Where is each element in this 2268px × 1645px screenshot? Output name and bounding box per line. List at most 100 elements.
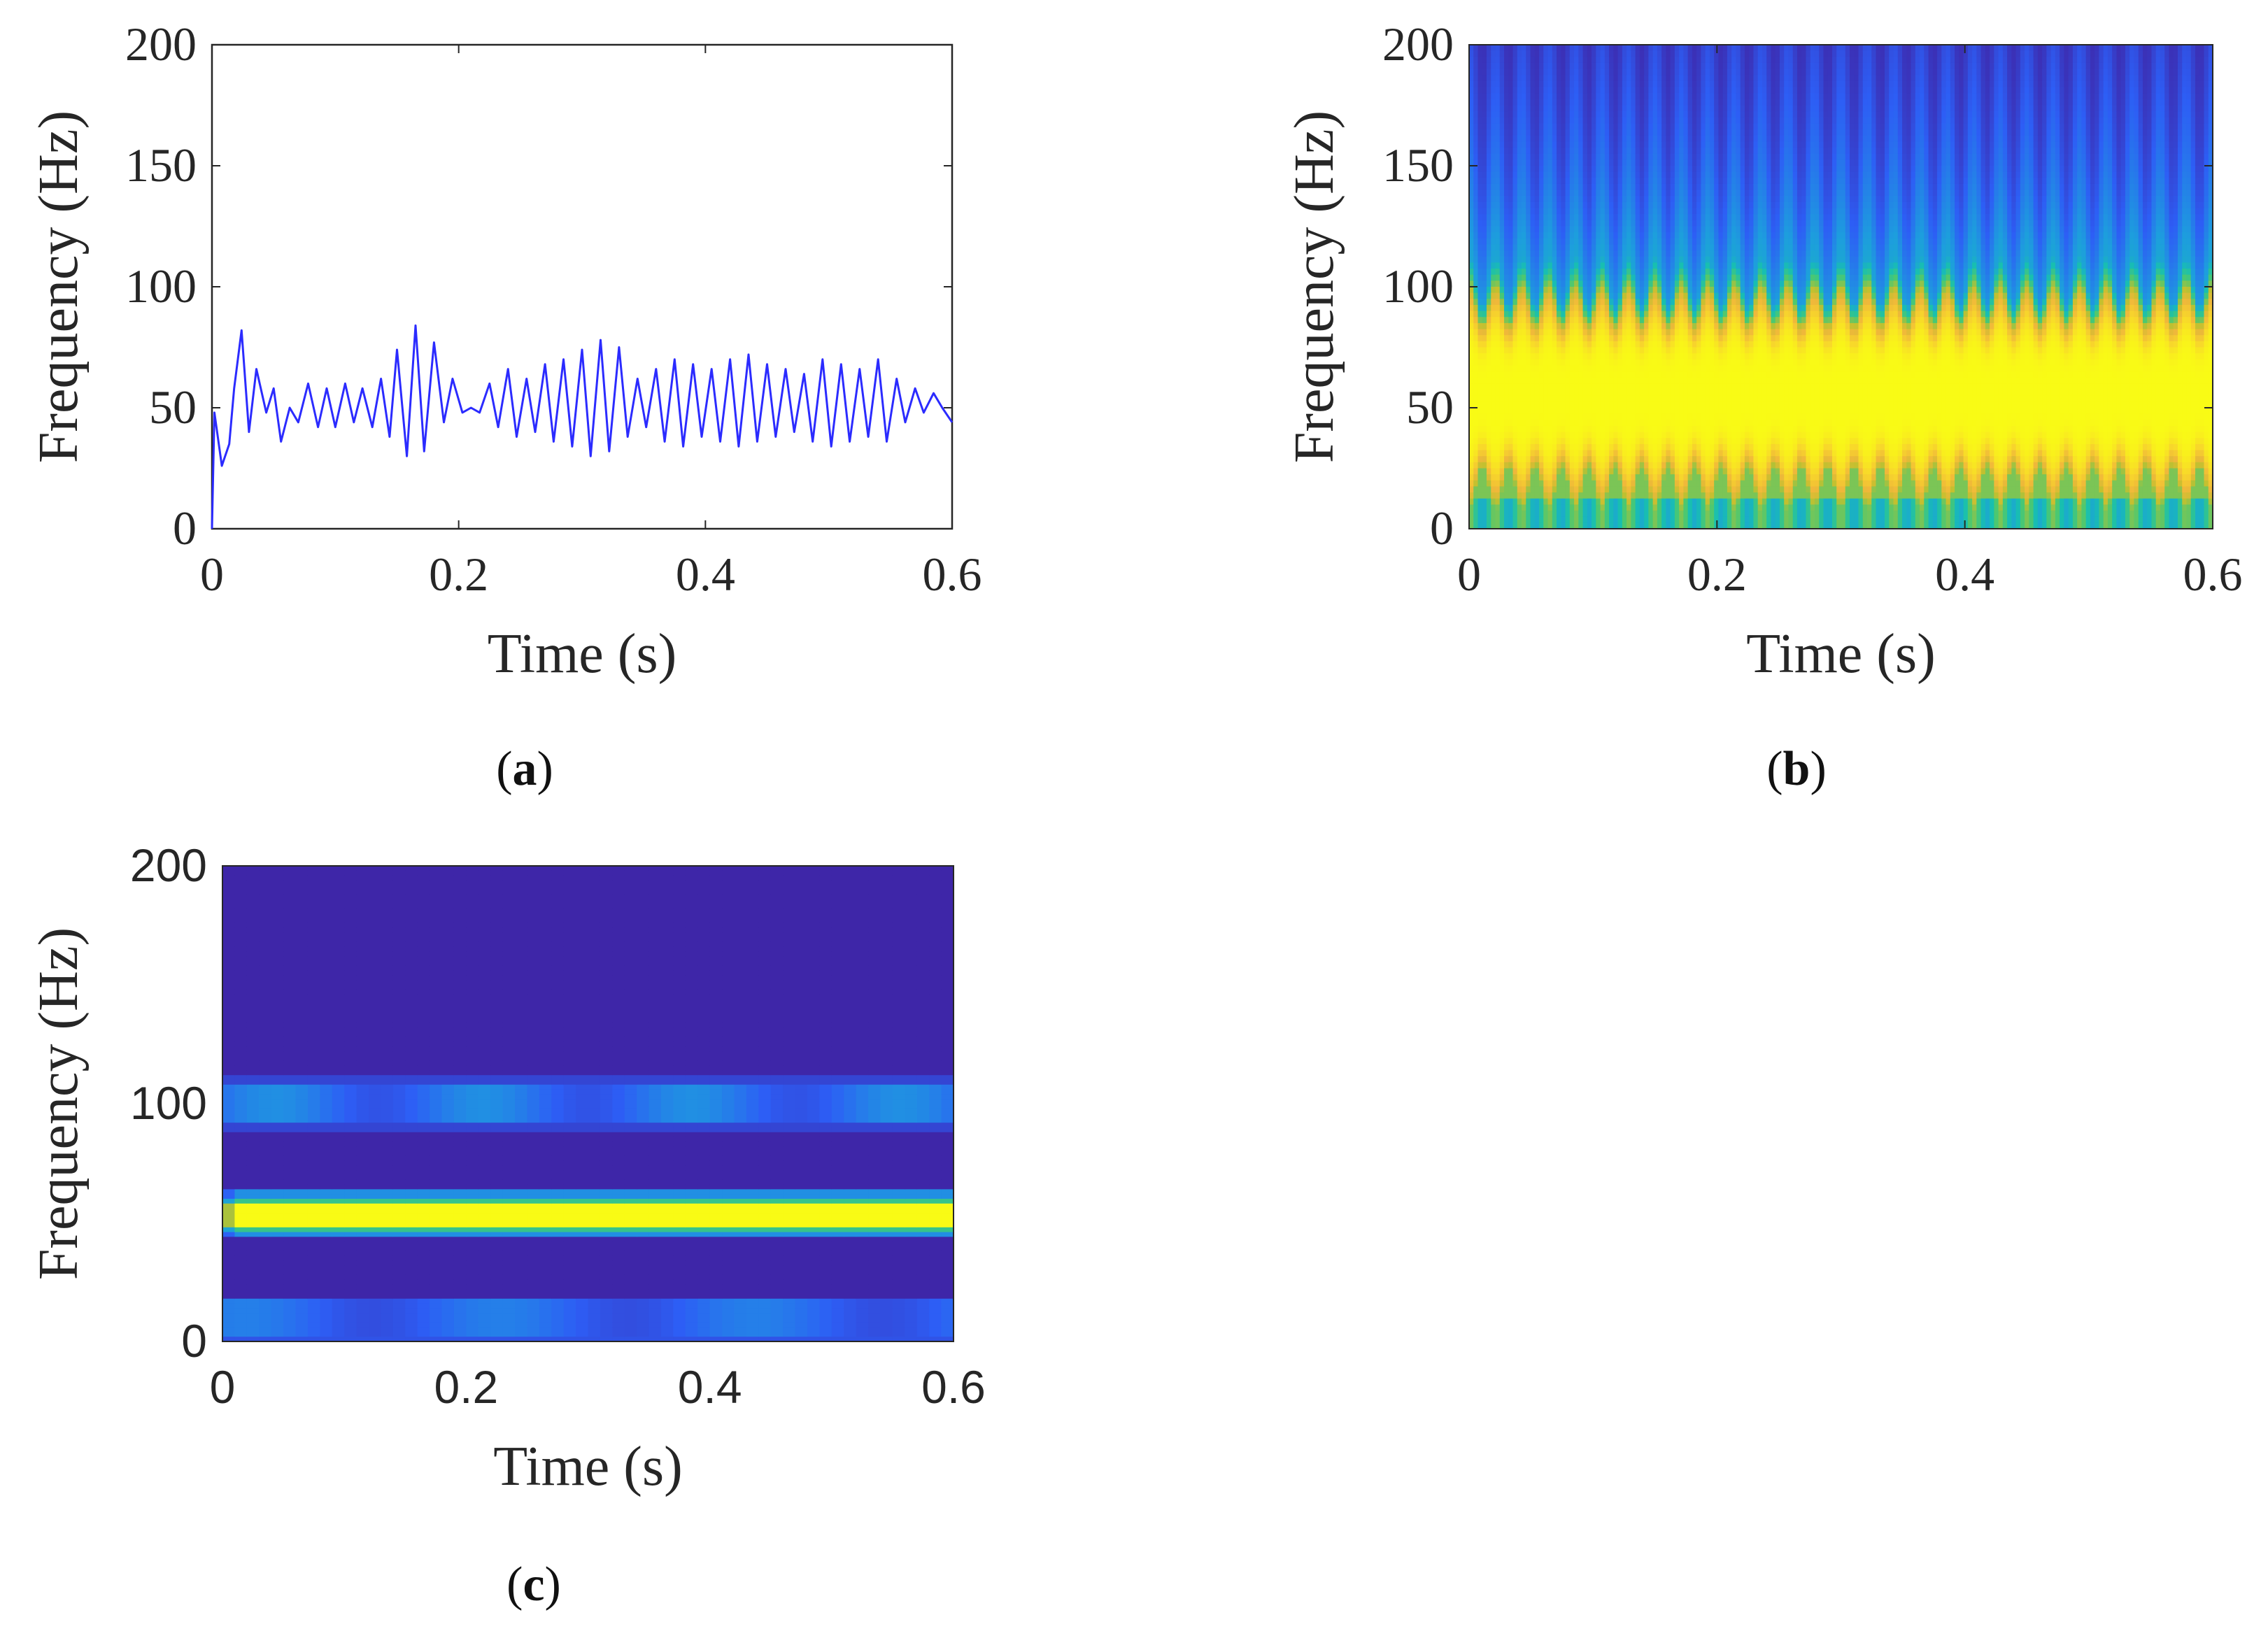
- heatmap-cell: [1552, 129, 1557, 136]
- heatmap-cell: [1547, 269, 1553, 276]
- heatmap-cell: [1469, 45, 1474, 52]
- heatmap-cell: [1512, 377, 1518, 384]
- heatmap-cell: [1714, 196, 1720, 203]
- heatmap-cell: [1561, 62, 1566, 70]
- heatmap-cell: [1722, 353, 1728, 360]
- heatmap-cell: [1705, 299, 1710, 306]
- heatmap-cell: [1644, 408, 1649, 415]
- heatmap-cell: [1552, 280, 1557, 287]
- heatmap-cell: [1565, 504, 1571, 511]
- heatmap-cell: [1574, 329, 1579, 336]
- heatmap-cell: [1714, 269, 1720, 276]
- heatmap-cell: [1522, 45, 1526, 52]
- heatmap-cell: [1512, 299, 1518, 306]
- heatmap-cell: [1491, 153, 1496, 160]
- heatmap-cell: [1648, 420, 1654, 427]
- heatmap-cell: [1696, 432, 1701, 439]
- heatmap-cell: [1482, 226, 1487, 233]
- heatmap-cell: [1617, 201, 1623, 209]
- heatmap-cell: [1631, 516, 1636, 523]
- heatmap-cell: [1635, 57, 1640, 64]
- heatmap-cell: [1512, 45, 1518, 52]
- heatmap-cell: [1657, 45, 1662, 52]
- heatmap-cell: [1644, 238, 1649, 245]
- heatmap-cell: [1635, 262, 1640, 269]
- heatmap-cell: [1705, 232, 1710, 239]
- heatmap-cell: [1709, 335, 1715, 342]
- heatmap-cell: [1504, 504, 1509, 511]
- heatmap-cell: [1604, 359, 1610, 366]
- heatmap-cell: [1592, 432, 1596, 439]
- heatmap-cell: [1495, 178, 1501, 185]
- heatmap-cell: [1569, 214, 1575, 221]
- heatmap-cell: [1652, 214, 1658, 221]
- heatmap-cell: [1565, 75, 1571, 82]
- heatmap-cell: [1670, 238, 1675, 245]
- heatmap-cell: [1487, 111, 1491, 118]
- heatmap-cell: [1631, 57, 1636, 64]
- heatmap-cell: [1582, 438, 1588, 445]
- heatmap-cell: [1679, 280, 1684, 287]
- heatmap-cell: [1530, 401, 1536, 408]
- heatmap-cell: [1473, 226, 1479, 233]
- heatmap-cell: [1508, 317, 1514, 324]
- heatmap-cell: [1696, 214, 1701, 221]
- heatmap-cell: [1495, 111, 1501, 118]
- heatmap-cell: [1539, 117, 1544, 124]
- heatmap-cell: [1561, 347, 1566, 354]
- heatmap-cell: [1517, 190, 1522, 197]
- heatmap-cell: [1482, 516, 1487, 523]
- heatmap-cell: [1517, 50, 1522, 57]
- heatmap-cell: [1552, 190, 1557, 197]
- heatmap-cell: [1547, 123, 1553, 130]
- heatmap-cell: [1631, 438, 1636, 445]
- heatmap-cell: [1473, 105, 1479, 112]
- heatmap-cell: [1692, 480, 1697, 487]
- heatmap-cell: [1657, 87, 1662, 94]
- heatmap-cell: [1491, 105, 1496, 112]
- heatmap-cell: [1530, 75, 1536, 82]
- heatmap-cell: [1701, 341, 1706, 348]
- heatmap-cell: [1613, 304, 1619, 312]
- heatmap-cell: [1477, 359, 1483, 366]
- heatmap-cell: [1491, 80, 1496, 88]
- heatmap-cell: [1617, 141, 1623, 148]
- heatmap-cell: [1491, 317, 1496, 324]
- heatmap-cell: [1522, 117, 1526, 124]
- heatmap-cell: [1639, 166, 1645, 173]
- heatmap-cell: [1670, 183, 1675, 191]
- heatmap-cell: [1565, 226, 1571, 233]
- heatmap-cell: [1557, 153, 1561, 160]
- heatmap-cell: [1600, 250, 1606, 257]
- heatmap-cell: [1508, 280, 1514, 287]
- heatmap-cell: [1534, 292, 1540, 299]
- heatmap-cell: [1714, 353, 1720, 360]
- heatmap-cell: [1477, 353, 1483, 360]
- heatmap-cell: [1657, 80, 1662, 88]
- heatmap-cell: [1652, 171, 1658, 178]
- heatmap-cell: [1543, 341, 1549, 348]
- heatmap-cell: [1622, 135, 1627, 142]
- heatmap-cell: [1512, 516, 1518, 523]
- heatmap-cell: [1718, 456, 1724, 463]
- heatmap-cell: [1504, 208, 1509, 215]
- heatmap-cell: [1683, 171, 1689, 178]
- heatmap-cell: [1547, 208, 1553, 215]
- heatmap-cell: [1587, 292, 1592, 299]
- heatmap-cell: [1674, 123, 1680, 130]
- heatmap-cell: [1727, 117, 1732, 124]
- heatmap-cell: [1504, 250, 1509, 257]
- heatmap-cell: [1613, 105, 1619, 112]
- heatmap-cell: [1526, 80, 1531, 88]
- heatmap-cell: [1731, 129, 1737, 136]
- heatmap-cell: [1687, 287, 1693, 294]
- heatmap-cell: [1557, 522, 1561, 529]
- heatmap-cell: [1582, 287, 1588, 294]
- heatmap-cell: [1512, 166, 1518, 173]
- heatmap-cell: [1530, 244, 1536, 251]
- heatmap-cell: [1600, 196, 1606, 203]
- heatmap-cell: [1674, 420, 1680, 427]
- heatmap-cell: [1696, 353, 1701, 360]
- heatmap-cell: [1604, 232, 1610, 239]
- heatmap-cell: [1661, 492, 1666, 499]
